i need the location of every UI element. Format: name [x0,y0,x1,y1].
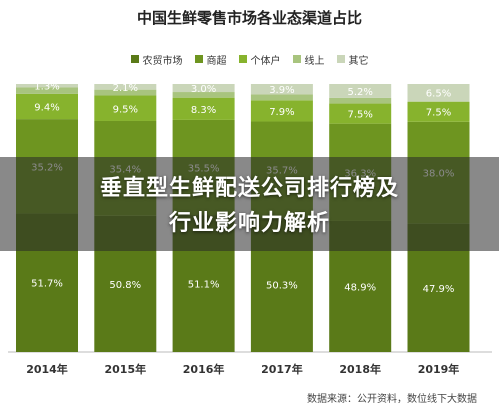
x-tick-label-2: 2016年 [183,362,225,376]
data-label-3-4: 3.9% [269,85,294,96]
legend-label-3: 线上 [304,55,325,67]
legend-swatch-4 [336,55,345,63]
legend-label-2: 个体户 [250,55,281,67]
data-label-2-4: 3.0% [191,84,216,95]
x-tick-label-1: 2015年 [104,362,146,376]
bar-2-4 [172,84,235,93]
data-label-4-4: 5.2% [347,87,372,98]
x-tick-label-0: 2014年 [26,362,68,376]
x-tick-label-3: 2017年 [261,362,303,376]
x-tick-label-4: 2018年 [339,362,381,376]
data-label-5-2: 7.5% [426,108,451,119]
data-label-5-4: 6.5% [426,89,451,100]
legend-item-2: 个体户 [238,52,281,67]
x-tick-label-5: 2019年 [418,362,460,376]
legend-swatch-2 [238,55,247,63]
bar-3-2 [250,100,313,122]
data-label-1-4: 2.1% [113,83,138,94]
legend-swatch-0 [130,55,139,63]
legend-item-4: 其它 [336,52,369,67]
data-label-3-0: 50.3% [266,281,298,292]
overlay-headline-line-2: 行业影响力解析 [168,211,330,236]
bar-2-3 [172,92,235,98]
data-label-1-0: 50.8% [109,280,141,291]
data-label-5-0: 47.9% [423,284,455,295]
legend-label-4: 其它 [348,55,369,67]
bar-3-4 [250,84,313,95]
legend-item-0: 农贸市场 [130,52,183,67]
source-note: 数据来源：公开资料，数位线下大数据 [307,394,477,405]
bar-0-2 [16,93,78,120]
bar-4-3 [329,97,392,104]
legend-swatch-3 [292,55,301,63]
legend-label-0: 农贸市场 [142,55,183,67]
data-label-2-0: 51.1% [188,280,220,291]
bar-5-4 [407,84,470,102]
bar-0-4 [16,84,78,88]
data-label-3-2: 7.9% [269,107,294,118]
legend-label-1: 商超 [206,55,227,67]
data-label-2-2: 8.3% [191,105,216,116]
overlay-banner [0,157,499,251]
bar-3-3 [250,94,313,101]
bar-0-3 [16,87,78,94]
bar-1-3 [94,89,157,96]
bar-1-2 [94,95,157,121]
bar-1-4 [94,84,157,90]
bar-5-2 [407,101,470,122]
data-label-0-4: 1.3% [34,82,59,93]
bar-4-4 [329,84,392,98]
data-label-1-2: 9.5% [113,104,138,115]
bar-4-2 [329,103,392,124]
legend-item-3: 线上 [292,52,325,67]
data-label-4-2: 7.5% [347,110,372,121]
data-label-4-0: 48.9% [344,282,376,293]
chart-title: 中国生鲜零售市场各业态渠道占比 [136,9,362,27]
data-label-0-2: 9.4% [34,103,59,114]
data-label-0-0: 51.7% [31,279,63,290]
bar-2-2 [172,97,235,120]
chart-legend: 农贸市场 商超 个体户 线上 其它 [0,52,499,67]
legend-swatch-1 [194,55,203,63]
overlay-headline-line-1: 垂直型生鲜配送公司排行榜及 [99,176,399,201]
legend-item-1: 商超 [194,52,227,67]
